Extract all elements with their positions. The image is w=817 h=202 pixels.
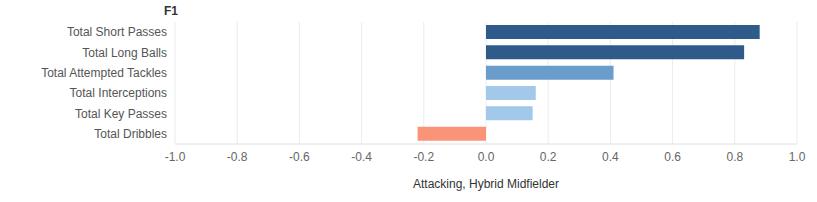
svg-text:0.0: 0.0 — [478, 150, 495, 164]
svg-text:Total Short Passes: Total Short Passes — [67, 25, 167, 39]
svg-text:0.2: 0.2 — [540, 150, 557, 164]
svg-text:Total Key Passes: Total Key Passes — [75, 107, 167, 121]
html-text:F1: F1 — [164, 4, 178, 18]
svg-text:Total Attempted Tackles: Total Attempted Tackles — [41, 66, 167, 80]
svg-text:-0.4: -0.4 — [351, 150, 372, 164]
svg-text:-1.0: -1.0 — [165, 150, 186, 164]
svg-text:-0.2: -0.2 — [413, 150, 434, 164]
svg-text:0.8: 0.8 — [726, 150, 743, 164]
svg-text:Total Long Balls: Total Long Balls — [82, 46, 167, 60]
svg-text:0.6: 0.6 — [664, 150, 681, 164]
svg-text:Total Interceptions: Total Interceptions — [70, 86, 167, 100]
svg-text:1.0: 1.0 — [789, 150, 806, 164]
svg-text:Total Dribbles: Total Dribbles — [94, 127, 167, 141]
svg-text:Attacking, Hybrid Midfielder: Attacking, Hybrid Midfielder — [413, 177, 559, 191]
svg-text:-0.6: -0.6 — [289, 150, 310, 164]
svg-text:-0.8: -0.8 — [227, 150, 248, 164]
svg-text:0.4: 0.4 — [602, 150, 619, 164]
